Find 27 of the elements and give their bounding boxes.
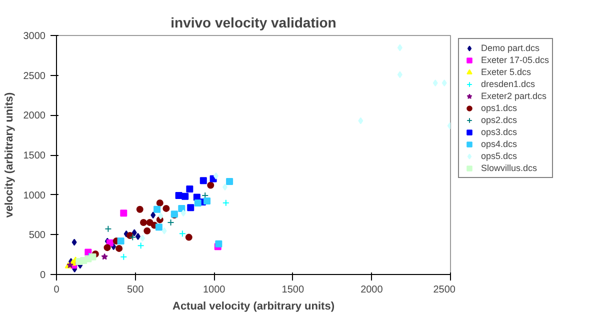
legend-label: Demo part.dcs [481,42,540,54]
chart-title: invivo velocity validation [170,14,336,30]
legend-label: Exeter 17-05.dcs [481,54,550,66]
y-tick-label: 0 [40,270,46,281]
legend-label: ops1.dcs [481,102,518,114]
legend-label: ops4.dcs [481,138,518,150]
y-axis-title: velocity (arbitrary units) [3,92,16,218]
legend-label: Exeter 5.dcs [481,66,532,78]
x-tick-label: 1500 [282,284,304,296]
y-tick-label: 500 [28,230,46,242]
legend-label: ops5.dcs [481,150,518,162]
x-tick-label: 0 [54,284,60,296]
x-axis-title: Actual velocity (arbitrary units) [172,300,335,312]
y-tick-label: 3000 [23,31,46,42]
y-tick-label: 1500 [23,150,46,162]
x-tick-label: 2500 [433,284,456,296]
x-tick-label: 1000 [202,284,226,296]
legend-label: Slowvillus.dcs [481,162,538,174]
y-tick-label: 2500 [23,70,46,82]
legend-label: Exeter2 part.dcs [481,90,547,102]
legend-label: ops3.dcs [481,126,518,138]
y-tick-label: 2000 [23,110,46,122]
legend-label: dresden1.dcs [481,78,536,90]
legend-label: ops2.dcs [481,114,518,126]
x-tick-label: 500 [126,284,144,296]
x-tick-label: 2000 [360,284,384,296]
y-tick-label: 1000 [23,190,46,202]
